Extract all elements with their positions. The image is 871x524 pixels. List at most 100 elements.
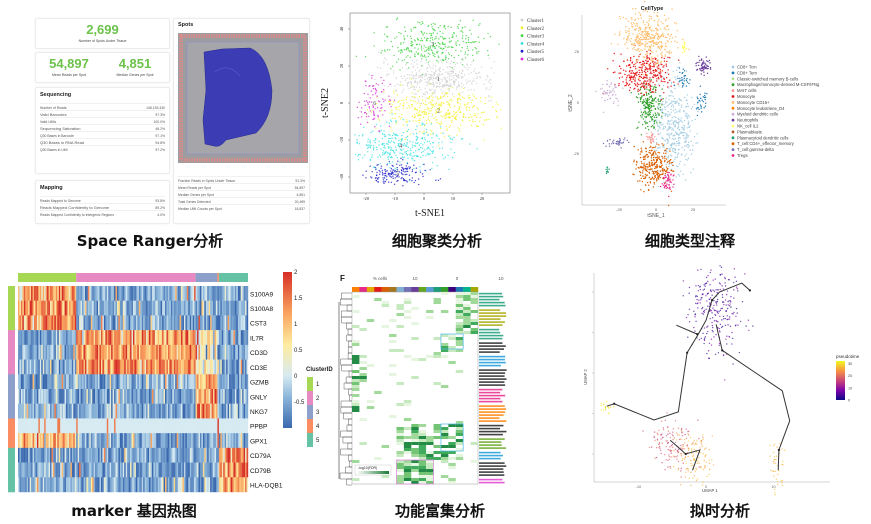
celltype-point bbox=[648, 49, 650, 51]
tsne-point bbox=[380, 76, 382, 79]
heatmap-cell bbox=[147, 300, 150, 316]
tsne-point bbox=[466, 63, 468, 65]
celltype-point bbox=[678, 163, 681, 165]
celltype-point bbox=[653, 127, 656, 129]
celltype-point bbox=[668, 171, 670, 174]
tsne-point bbox=[377, 116, 379, 118]
tsne-point bbox=[440, 121, 442, 123]
celltype-point bbox=[666, 169, 668, 171]
celltype-point bbox=[698, 68, 701, 70]
heatmap-cell bbox=[159, 359, 161, 375]
celltype-point bbox=[658, 64, 660, 66]
heatmap-cell bbox=[114, 374, 116, 390]
celltype-point bbox=[644, 26, 647, 29]
tsne-point bbox=[381, 137, 384, 140]
heatmap-cell bbox=[178, 315, 180, 331]
celltype-point bbox=[672, 129, 675, 131]
heatmap-cell bbox=[38, 330, 41, 346]
heatmap-cell bbox=[90, 330, 93, 346]
legend-label: CD8+ Tcm bbox=[737, 65, 757, 70]
tsne-point bbox=[436, 165, 438, 167]
celltype-point bbox=[668, 95, 671, 97]
tsne-point bbox=[388, 153, 391, 155]
celltype-point bbox=[620, 142, 622, 144]
celltype-point bbox=[668, 176, 670, 178]
tsne-point bbox=[389, 141, 391, 144]
celltype-point bbox=[634, 79, 636, 81]
celltype-point bbox=[648, 79, 650, 81]
celltype-point bbox=[652, 105, 655, 107]
tsne-point bbox=[365, 177, 367, 179]
celltype-point bbox=[645, 116, 647, 119]
tsne-point bbox=[384, 40, 386, 42]
heatmap-cell bbox=[143, 344, 145, 360]
heatmap-cell bbox=[130, 286, 132, 301]
tsne-point bbox=[373, 45, 375, 47]
tsne-point bbox=[425, 56, 427, 58]
celltype-point bbox=[661, 54, 663, 56]
celltype-point bbox=[685, 106, 687, 108]
tsne-point bbox=[491, 96, 493, 98]
tsne-point bbox=[410, 30, 413, 32]
heatmap-cell bbox=[73, 300, 75, 316]
tsne-point bbox=[435, 110, 438, 113]
celltype-point bbox=[608, 143, 611, 145]
tsne-point bbox=[372, 144, 375, 147]
tsne-point bbox=[358, 101, 360, 103]
celltype-point bbox=[687, 135, 690, 137]
tsne-point bbox=[422, 116, 425, 119]
celltype-point bbox=[678, 148, 680, 151]
heatmap-cell bbox=[176, 315, 179, 331]
celltype-point bbox=[664, 27, 666, 29]
tsne-point bbox=[412, 141, 414, 143]
heatmap-cell bbox=[130, 315, 132, 331]
celltype-point bbox=[669, 178, 671, 180]
heatmap-cell bbox=[156, 286, 158, 301]
heatmap-cell bbox=[36, 359, 39, 375]
tsne-point bbox=[443, 83, 446, 86]
tsne-point bbox=[435, 179, 437, 181]
celltype-point bbox=[614, 84, 616, 86]
celltype-point bbox=[644, 33, 646, 36]
heatmap-cell bbox=[205, 286, 208, 301]
celltype-point bbox=[656, 172, 659, 174]
celltype-point bbox=[653, 11, 655, 14]
tsne-point bbox=[393, 90, 395, 92]
heatmap-cell bbox=[96, 359, 99, 375]
celltype-point bbox=[687, 126, 690, 128]
celltype-point bbox=[670, 190, 673, 192]
heatmap-cell bbox=[38, 389, 41, 404]
celltype-point bbox=[701, 62, 704, 64]
tsne-point bbox=[386, 73, 388, 76]
heatmap-cell bbox=[162, 330, 164, 346]
tsne-point bbox=[454, 118, 457, 120]
heatmap-cell bbox=[170, 359, 173, 375]
celltype-point bbox=[700, 67, 702, 70]
tsne-point bbox=[461, 58, 463, 61]
legend-label: Monocyte CD16+ bbox=[737, 100, 770, 105]
heatmap-cell bbox=[61, 286, 64, 301]
celltype-point bbox=[640, 96, 643, 98]
tsne-point bbox=[409, 178, 411, 181]
tsne-point bbox=[424, 87, 426, 90]
legend-swatch bbox=[520, 34, 524, 37]
tsne-point bbox=[418, 183, 420, 186]
celltype-point bbox=[631, 70, 633, 72]
tsne-point bbox=[397, 46, 399, 49]
tsne-point bbox=[440, 88, 442, 91]
celltype-point bbox=[636, 68, 638, 70]
heatmap-cell bbox=[230, 389, 233, 404]
heatmap-cell bbox=[202, 374, 205, 390]
celltype-point bbox=[656, 12, 659, 14]
celltype-point bbox=[667, 114, 669, 116]
heatmap-cell bbox=[20, 403, 23, 419]
celltype-point bbox=[653, 91, 655, 93]
tsne-point bbox=[434, 29, 436, 32]
celltype-point bbox=[699, 85, 702, 87]
legend-swatch bbox=[520, 26, 524, 30]
tsne-point bbox=[413, 159, 416, 162]
tsne-point bbox=[457, 39, 459, 42]
tsne-point bbox=[402, 148, 404, 150]
celltype-point bbox=[669, 120, 671, 122]
heatmap-cell bbox=[172, 344, 174, 360]
